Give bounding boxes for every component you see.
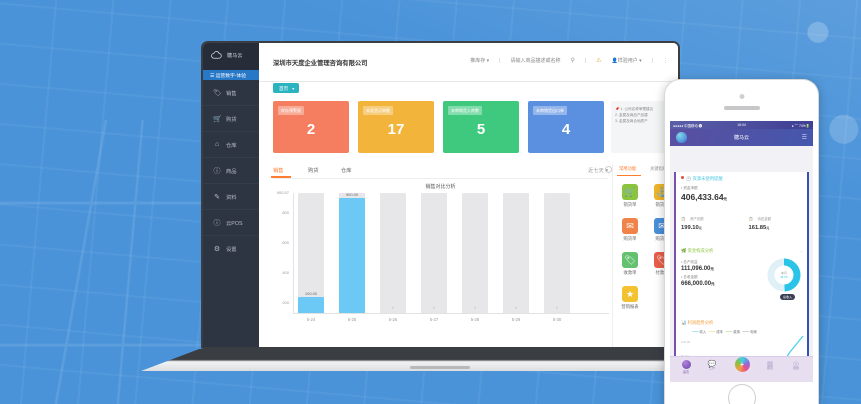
- svg-text:28.7%: 28.7%: [780, 275, 788, 279]
- svg-text:本月: 本月: [781, 270, 787, 275]
